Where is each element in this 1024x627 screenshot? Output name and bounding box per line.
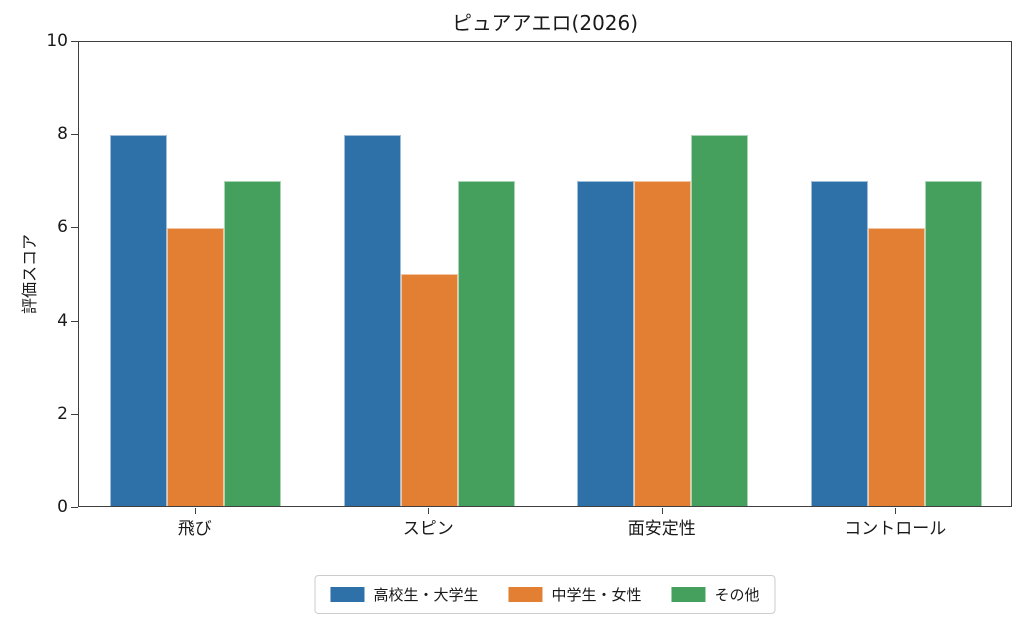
y-tick-label: 6 — [57, 217, 68, 238]
bar-g3-s0 — [810, 181, 868, 506]
bar-g2-s1 — [634, 181, 692, 506]
y-tick-label: 4 — [57, 310, 68, 331]
bar-g1-s0 — [343, 134, 401, 506]
y-tick-mark — [71, 227, 78, 229]
bar-g2-s0 — [577, 181, 635, 506]
x-tick-mark — [661, 508, 663, 514]
bar-g3-s2 — [924, 181, 982, 506]
bar-group-2 — [577, 42, 749, 506]
x-tick-mark — [895, 508, 897, 514]
y-tick-mark — [71, 134, 78, 136]
y-tick-label: 2 — [57, 403, 68, 424]
legend-swatch-2 — [671, 587, 706, 602]
legend-swatch-1 — [508, 587, 543, 602]
y-tick-label: 10 — [46, 31, 68, 51]
legend-item-1: 中学生・女性 — [508, 584, 642, 605]
x-tick-mark — [194, 508, 196, 514]
bar-g3-s1 — [867, 227, 925, 506]
x-tick-mark — [428, 508, 430, 514]
bar-group-0 — [110, 42, 282, 506]
plot-area — [78, 41, 1012, 507]
y-tick-mark — [71, 413, 78, 415]
bar-g2-s2 — [691, 134, 749, 506]
y-tick-label: 0 — [57, 497, 68, 517]
x-tick-label: コントロール — [844, 519, 947, 539]
y-tick-mark — [71, 507, 78, 508]
bar-group-1 — [343, 42, 515, 506]
bar-g0-s2 — [224, 181, 282, 506]
bar-group-3 — [810, 42, 982, 506]
bar-g0-s0 — [110, 134, 168, 506]
legend: 高校生・大学生 中学生・女性 その他 — [314, 575, 776, 614]
legend-item-0: 高校生・大学生 — [330, 584, 478, 605]
y-tick-mark — [71, 41, 78, 42]
bar-g1-s2 — [457, 181, 515, 506]
legend-item-2: その他 — [671, 584, 760, 605]
legend-label-0: 高校生・大学生 — [373, 586, 479, 604]
legend-label-2: その他 — [714, 586, 760, 604]
legend-swatch-0 — [330, 587, 365, 602]
x-tick-label: 飛び — [177, 519, 212, 539]
y-axis-label: 評価スコア — [20, 233, 39, 315]
bar-g1-s1 — [400, 274, 458, 506]
x-tick-label: 面安定性 — [627, 519, 696, 539]
legend-label-1: 中学生・女性 — [551, 586, 642, 604]
y-tick-mark — [71, 320, 78, 322]
bar-g0-s1 — [167, 227, 225, 506]
y-tick-label: 8 — [57, 124, 68, 145]
chart-title: ピュアアエロ(2026) — [451, 11, 639, 35]
x-tick-label: スピン — [402, 519, 454, 539]
